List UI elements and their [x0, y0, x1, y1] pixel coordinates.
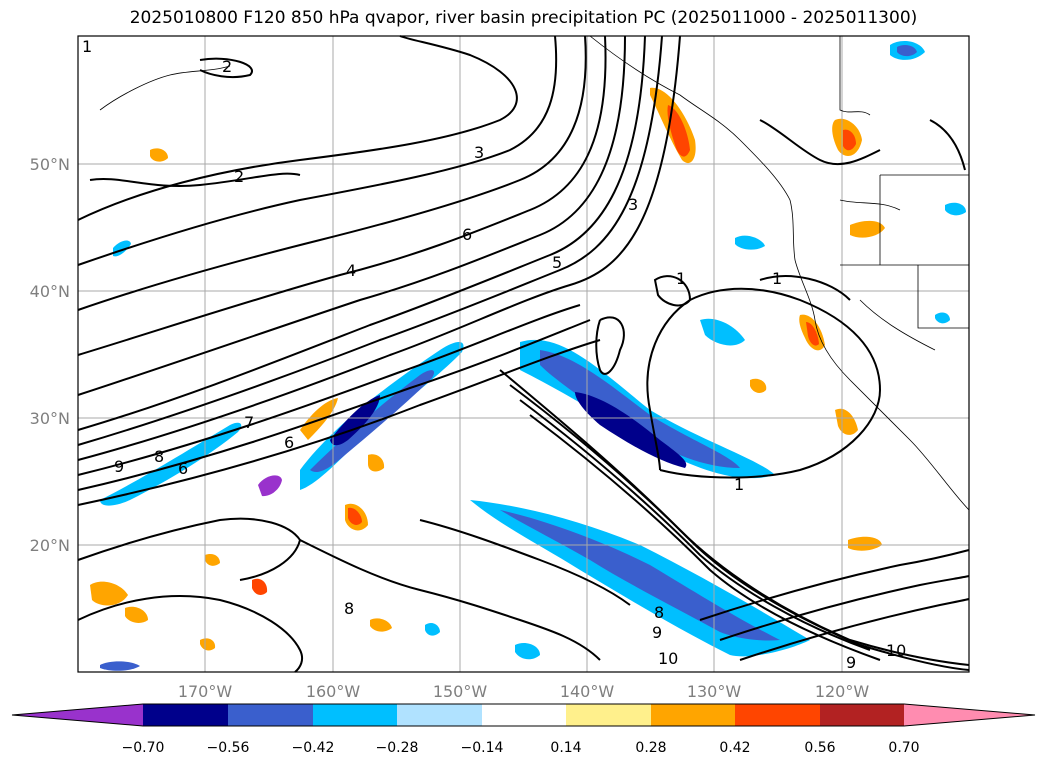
contour-label: 2	[234, 167, 244, 186]
map-frame	[77, 35, 970, 673]
colorbar-tick-label: −0.56	[207, 740, 250, 756]
colorbar-outline	[11, 703, 1036, 727]
map-panel: 1 2 2 3 3 4 5 6 6 6 7 8 8 8 9 9 9 10 10 …	[77, 35, 970, 673]
contour-label: 8	[654, 603, 664, 622]
colorbar-tick-label: −0.28	[376, 740, 419, 756]
colorbar-segment	[735, 704, 820, 726]
lon-label-120w: 120°W	[815, 682, 870, 701]
colorbar-left-extension	[12, 704, 143, 726]
latitude-labels: 50°N 40°N 30°N 20°N	[30, 155, 70, 555]
lon-label-170w: 170°W	[178, 682, 233, 701]
lon-label-140w: 140°W	[560, 682, 615, 701]
longitude-labels: 170°W 160°W 150°W 140°W 130°W 120°W	[178, 682, 870, 701]
contour-label: 8	[344, 599, 354, 618]
colorbar-segment	[820, 704, 904, 726]
colorbar-segment	[651, 704, 735, 726]
qvapor-contours	[77, 35, 970, 673]
lat-label-40n: 40°N	[30, 282, 70, 301]
colorbar-tick-label: 0.42	[719, 740, 750, 756]
contour-label: 10	[886, 641, 906, 660]
colorbar-tick-label: 0.70	[888, 740, 919, 756]
contour-label: 1	[734, 475, 744, 494]
contour-label: 1	[772, 269, 782, 288]
colorbar-tick-label: −0.14	[461, 740, 504, 756]
contour-label: 3	[474, 143, 484, 162]
lat-label-20n: 20°N	[30, 536, 70, 555]
lon-label-160w: 160°W	[306, 682, 361, 701]
contour-label: 10	[658, 649, 678, 668]
contour-label: 8	[154, 447, 164, 466]
contour-label: 4	[346, 261, 356, 280]
contour-label: 2	[222, 57, 232, 76]
lat-label-30n: 30°N	[30, 409, 70, 428]
colorbar-tick-label: 0.28	[635, 740, 666, 756]
contour-label: 3	[628, 195, 638, 214]
contour-label: 1	[82, 37, 92, 56]
colorbar-segment	[566, 704, 651, 726]
colorbar-segment	[143, 704, 228, 726]
contour-label: 9	[114, 457, 124, 476]
contour-label: 9	[846, 653, 856, 672]
contour-label-group: 1 2 2 3 3 4 5 6 6 6 7 8 8 8 9 9 9 10 10 …	[82, 37, 906, 672]
colorbar-tick-label: −0.70	[122, 740, 165, 756]
contour-label: 6	[462, 225, 472, 244]
contour-label: 7	[244, 413, 254, 432]
contour-label: 5	[552, 253, 562, 272]
colorbar-tick-label: −0.42	[292, 740, 335, 756]
colorbar-segment	[228, 704, 313, 726]
colorbar-segment	[313, 704, 397, 726]
colorbar-tick-label: 0.14	[550, 740, 581, 756]
map-title: 2025010800 F120 850 hPa qvapor, river ba…	[129, 8, 918, 28]
colorbar-right-extension	[904, 704, 1035, 726]
contour-label: 6	[284, 433, 294, 452]
colorbar-segment	[482, 704, 566, 726]
contour-label: 9	[652, 623, 662, 642]
lon-label-130w: 130°W	[687, 682, 742, 701]
colorbar-tick-label: 0.56	[804, 740, 835, 756]
lat-label-50n: 50°N	[30, 155, 70, 174]
lon-label-150w: 150°W	[433, 682, 488, 701]
contour-label: 1	[676, 269, 686, 288]
coastlines	[99, 35, 970, 511]
colorbar: −0.70 −0.56 −0.42 −0.28 −0.14 0.14 0.28 …	[11, 703, 1036, 756]
positive-pc-shading	[90, 87, 885, 651]
contour-label: 6	[178, 459, 188, 478]
colorbar-segment	[397, 704, 482, 726]
